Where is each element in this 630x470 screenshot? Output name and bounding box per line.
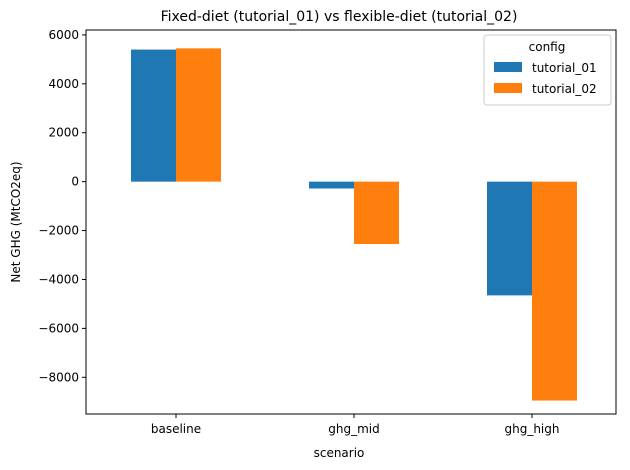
plot-frame [85, 29, 617, 415]
legend-swatch-tutorial_02 [494, 83, 522, 93]
legend-swatch-tutorial_01 [494, 62, 522, 72]
x-axis: baseline ghg_mid ghg_high [151, 414, 560, 436]
bar-tutorial_02-baseline [176, 48, 221, 182]
y-tick-label: 4000 [48, 77, 79, 91]
y-tick-label: −2000 [38, 224, 79, 238]
x-tick-label: baseline [151, 422, 201, 436]
chart-title: Fixed-diet (tutorial_01) vs flexible-die… [161, 9, 518, 25]
bar-tutorial_02-ghg_mid [354, 181, 399, 245]
legend-title: config [529, 40, 566, 54]
legend: config tutorial_01 tutorial_02 [483, 34, 612, 106]
legend-label-tutorial_02: tutorial_02 [532, 82, 597, 96]
y-axis-label: Net GHG (MtCO2eq) [9, 161, 23, 282]
x-axis-label: scenario [314, 446, 365, 460]
x-tick-label: ghg_mid [328, 422, 379, 436]
y-axis: 6000 4000 2000 0 −2000 −4000 −6000 −8000 [38, 28, 86, 384]
y-tick-label: −4000 [38, 272, 79, 286]
bar-tutorial_02-ghg_high [532, 181, 577, 401]
y-tick-label: −6000 [38, 321, 79, 335]
y-tick-label: 6000 [48, 28, 79, 42]
y-tick-label: 2000 [48, 126, 79, 140]
x-tick-label: ghg_high [504, 422, 559, 436]
bars [131, 48, 577, 401]
bar-tutorial_01-baseline [131, 49, 176, 182]
y-tick-label: 0 [71, 175, 79, 189]
y-tick-label: −8000 [38, 370, 79, 384]
bar-tutorial_01-ghg_mid [309, 181, 354, 189]
bar-tutorial_01-ghg_high [487, 181, 532, 296]
legend-label-tutorial_01: tutorial_01 [532, 61, 597, 75]
